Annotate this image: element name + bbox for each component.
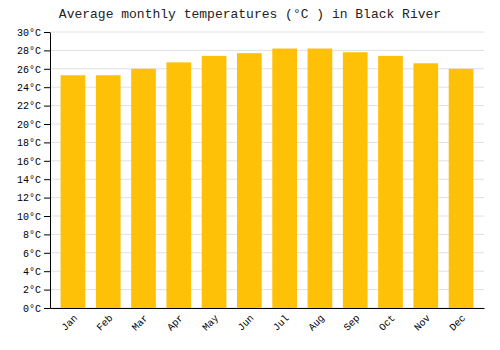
y-tick-mark	[44, 216, 50, 217]
x-tick: Dec	[448, 313, 469, 334]
y-tick-mark	[44, 87, 50, 88]
x-tick-label: Dec	[448, 313, 469, 334]
x-tick-label: Sep	[342, 313, 363, 334]
x-axis: Jan Feb Mar Apr May Jun Jul Aug Sep Oct Nov Dec	[51, 309, 485, 334]
grid-line	[50, 50, 484, 51]
grid	[50, 32, 484, 308]
y-tick: 0°C	[23, 304, 50, 315]
y-tick-mark	[44, 234, 50, 235]
title: Average monthly temperatures (°C ) in Bl…	[59, 7, 441, 22]
y-tick: 6°C	[23, 249, 50, 260]
y-tick-label: 30°C	[17, 28, 41, 39]
bar	[202, 56, 227, 308]
x-tick: Nov	[412, 313, 433, 334]
bar	[272, 49, 297, 308]
y-tick: 16°C	[17, 157, 50, 168]
x-tick: Oct	[377, 313, 398, 334]
x-tick: Jul	[271, 313, 292, 334]
y-tick: 4°C	[23, 267, 50, 278]
y-tick: 22°C	[17, 101, 50, 112]
y-tick-label: 8°C	[23, 230, 41, 241]
y-tick-mark	[44, 142, 50, 143]
y-tick-mark	[44, 253, 50, 254]
plot: 0°C 2°C 4°C 6°C 8°C 10°C 12°C 14°C 16°C 18°C 20°C 2…	[17, 28, 485, 334]
x-tick: Apr	[165, 313, 186, 334]
y-tick-mark	[44, 106, 50, 107]
y-tick-label: 26°C	[17, 65, 41, 76]
y-tick-mark	[44, 179, 50, 180]
y-tick-label: 16°C	[17, 157, 41, 168]
x-tick-label: May	[201, 313, 222, 334]
y-tick-label: 24°C	[17, 83, 41, 94]
x-tick-label: Oct	[377, 313, 398, 334]
y-axis-line	[50, 33, 51, 309]
x-tick: Feb	[95, 313, 116, 334]
y-tick-label: 14°C	[17, 175, 41, 186]
x-tick-label: Jul	[271, 313, 292, 334]
y-tick-label: 18°C	[17, 138, 41, 149]
bars	[61, 49, 474, 308]
y-tick-label: 0°C	[23, 304, 41, 315]
y-tick-mark	[44, 198, 50, 199]
x-tick-label: Jun	[236, 313, 257, 334]
y-tick-mark	[44, 161, 50, 162]
y-tick: 2°C	[23, 285, 50, 296]
bar	[96, 75, 121, 308]
bar	[237, 53, 262, 308]
y-tick-label: 28°C	[17, 46, 41, 57]
y-tick-label: 6°C	[23, 249, 41, 260]
y-tick: 28°C	[17, 46, 50, 57]
y-tick-mark	[44, 308, 50, 309]
x-tick-label: Nov	[412, 313, 433, 334]
y-tick: 12°C	[17, 193, 50, 204]
bar	[343, 52, 368, 308]
bar	[61, 75, 86, 308]
bar	[131, 69, 156, 308]
y-tick: 14°C	[17, 175, 50, 186]
y-tick: 24°C	[17, 83, 50, 94]
x-tick: Sep	[342, 313, 363, 334]
x-axis-line	[51, 308, 485, 309]
x-tick-label: Jan	[59, 313, 80, 334]
x-tick: Jan	[59, 313, 80, 334]
x-tick: May	[201, 313, 222, 334]
y-tick-label: 10°C	[17, 212, 41, 223]
bar	[308, 49, 333, 308]
y-tick: 10°C	[17, 212, 50, 223]
chart: Average monthly temperatures (°C ) in Bl…	[0, 0, 500, 350]
y-tick-mark	[44, 32, 50, 33]
y-tick-label: 4°C	[23, 267, 41, 278]
x-tick: Mar	[130, 313, 151, 334]
y-tick-label: 2°C	[23, 285, 41, 296]
bar	[449, 69, 474, 308]
x-tick-label: Feb	[95, 313, 116, 334]
y-tick: 20°C	[17, 120, 50, 131]
y-tick-label: 12°C	[17, 193, 41, 204]
y-tick-mark	[44, 124, 50, 125]
y-tick-mark	[44, 69, 50, 70]
y-tick: 18°C	[17, 138, 50, 149]
y-tick-label: 20°C	[17, 120, 41, 131]
x-tick-label: Mar	[130, 313, 151, 334]
y-tick: 30°C	[17, 28, 50, 39]
x-tick-label: Apr	[165, 313, 186, 334]
y-axis: 0°C 2°C 4°C 6°C 8°C 10°C 12°C 14°C 16°C 18°C 20°C 2…	[17, 28, 51, 315]
y-tick-mark	[44, 271, 50, 272]
bar	[378, 56, 403, 308]
y-tick-mark	[44, 50, 50, 51]
grid-line	[50, 32, 484, 33]
y-tick: 8°C	[23, 230, 50, 241]
bar	[166, 62, 191, 308]
bar	[413, 63, 438, 308]
y-tick-label: 22°C	[17, 101, 41, 112]
x-tick: Jun	[236, 313, 257, 334]
y-tick-mark	[44, 290, 50, 291]
y-tick: 26°C	[17, 65, 50, 76]
x-tick-label: Aug	[306, 313, 327, 334]
x-tick: Aug	[306, 313, 327, 334]
